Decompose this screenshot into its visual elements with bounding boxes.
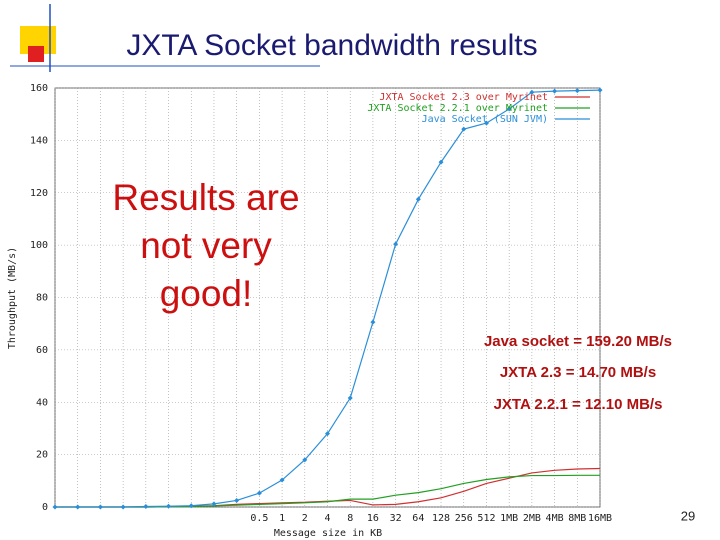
point-marker bbox=[438, 159, 444, 165]
callout-text: not very bbox=[140, 225, 272, 266]
point-marker bbox=[574, 88, 580, 94]
point-marker bbox=[483, 120, 489, 126]
point-marker bbox=[234, 497, 240, 503]
point-marker bbox=[552, 88, 558, 94]
x-tick-label: 4MB bbox=[546, 513, 564, 524]
point-marker bbox=[166, 503, 172, 509]
x-tick-label: 4 bbox=[324, 513, 330, 524]
point-marker bbox=[347, 395, 353, 401]
point-marker bbox=[529, 89, 535, 95]
point-marker bbox=[188, 503, 194, 509]
x-tick-label: 512 bbox=[477, 513, 495, 524]
point-marker bbox=[506, 106, 512, 112]
legend-label: Java Socket (SUN JVM) bbox=[422, 114, 548, 125]
y-tick-label: 160 bbox=[30, 83, 48, 94]
x-tick-label: 2 bbox=[302, 513, 308, 524]
y-tick-label: 80 bbox=[36, 293, 48, 304]
legend-label: JXTA Socket 2.2.1 over Myrinet bbox=[367, 103, 548, 114]
point-marker bbox=[597, 87, 603, 93]
x-tick-label: 8MB bbox=[568, 513, 586, 524]
point-marker bbox=[97, 504, 103, 510]
x-tick-label: 2MB bbox=[523, 513, 541, 524]
y-tick-label: 40 bbox=[36, 397, 48, 408]
annotation: JXTA 2.3 = 14.70 MB/s bbox=[500, 364, 656, 381]
callout-text: good! bbox=[160, 273, 253, 314]
callout-text: Results are bbox=[112, 177, 299, 218]
point-marker bbox=[52, 504, 58, 510]
x-axis-label: Message size in KB bbox=[274, 528, 382, 539]
point-marker bbox=[120, 504, 126, 510]
x-tick-label: 128 bbox=[432, 513, 450, 524]
y-tick-label: 0 bbox=[42, 502, 48, 513]
x-tick-label: 256 bbox=[455, 513, 473, 524]
point-marker bbox=[393, 241, 399, 247]
x-tick-label: 0.5 bbox=[250, 513, 268, 524]
annotation: JXTA 2.2.1 = 12.10 MB/s bbox=[494, 396, 663, 413]
x-tick-label: 64 bbox=[412, 513, 424, 524]
x-tick-label: 16 bbox=[367, 513, 379, 524]
chart-title: JXTA Socket bandwidth results bbox=[126, 29, 537, 62]
point-marker bbox=[143, 503, 149, 509]
point-marker bbox=[325, 431, 330, 437]
page-number: 29 bbox=[681, 508, 695, 523]
point-marker bbox=[415, 196, 421, 202]
point-marker bbox=[279, 477, 285, 483]
point-marker bbox=[370, 319, 376, 325]
x-tick-label: 8 bbox=[347, 513, 353, 524]
y-tick-label: 120 bbox=[30, 188, 48, 199]
point-marker bbox=[302, 457, 308, 463]
point-marker bbox=[211, 501, 217, 507]
x-tick-label: 1MB bbox=[500, 513, 518, 524]
y-tick-label: 100 bbox=[30, 240, 48, 251]
x-tick-label: 16MB bbox=[588, 513, 612, 524]
y-tick-label: 140 bbox=[30, 135, 48, 146]
point-marker bbox=[461, 126, 467, 132]
x-tick-label: 1 bbox=[279, 513, 285, 524]
annotation: Java socket = 159.20 MB/s bbox=[484, 333, 672, 350]
x-tick-label: 32 bbox=[390, 513, 402, 524]
point-marker bbox=[75, 504, 81, 510]
y-axis-label: Throughput (MB/s) bbox=[7, 247, 18, 349]
point-marker bbox=[256, 490, 262, 496]
decor-red bbox=[28, 46, 44, 62]
legend-label: JXTA Socket 2.3 over Myrinet bbox=[379, 92, 548, 103]
y-tick-label: 60 bbox=[36, 345, 48, 356]
y-tick-label: 20 bbox=[36, 450, 48, 461]
